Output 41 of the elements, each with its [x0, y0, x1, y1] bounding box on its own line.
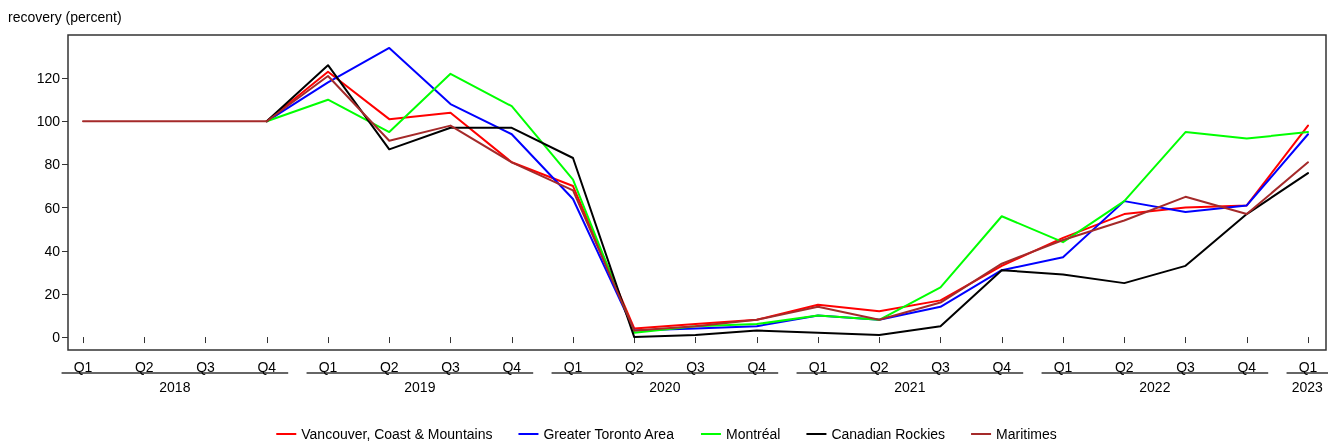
x-tick-label: Q1 [563, 359, 583, 375]
y-tick-label: 80 [44, 156, 61, 173]
text: 2021 [894, 379, 926, 395]
x-tick-label: Q1 [1298, 359, 1318, 375]
x-tick-label: Q3 [686, 359, 706, 375]
legend-label: Maritimes [996, 426, 1057, 442]
x-tick-label: Q3 [1176, 359, 1196, 375]
text: 2020 [649, 379, 681, 395]
text: 2022 [1139, 379, 1171, 395]
x-tick-label: Q2 [869, 359, 889, 375]
x-tick-label: Q2 [624, 359, 644, 375]
x-tick-label: Q4 [502, 359, 522, 375]
x-tick-label: Q4 [992, 359, 1012, 375]
x-tick-label: Q3 [441, 359, 461, 375]
legend-label: Vancouver, Coast & Mountains [301, 426, 493, 442]
legend-label: Montréal [725, 426, 781, 442]
x-tick-label: Q3 [931, 359, 951, 375]
x-tick-label: Q4 [257, 359, 277, 375]
y-tick-label: 100 [36, 113, 61, 130]
x-tick-label: Q4 [747, 359, 767, 375]
x-tick-label: Q1 [318, 359, 338, 375]
x-tick-label: Q2 [379, 359, 399, 375]
x-tick-label: Q1 [808, 359, 828, 375]
y-tick-label: 0 [52, 329, 61, 346]
x-tick-label: Q3 [196, 359, 216, 375]
x-tick-label: Q1 [73, 359, 93, 375]
x-tick-label: Q4 [1237, 359, 1257, 375]
text: 2018 [159, 379, 191, 395]
y-tick-label: 20 [44, 285, 61, 302]
line-series [82, 74, 1309, 332]
y-tick-label: 40 [44, 242, 61, 259]
x-tick-label: Q2 [134, 359, 154, 375]
legend-label: Greater Toronto Area [543, 426, 675, 442]
y-axis-title: recovery (percent) [8, 9, 122, 25]
x-tick-label: Q2 [1114, 359, 1134, 375]
x-tick-label: Q1 [1053, 359, 1073, 375]
y-tick-label: 60 [44, 199, 61, 216]
legend-label: Canadian Rockies [831, 426, 946, 442]
text: 2019 [404, 379, 436, 395]
text: 2023 [1291, 379, 1324, 395]
y-tick-label: 120 [36, 70, 61, 87]
